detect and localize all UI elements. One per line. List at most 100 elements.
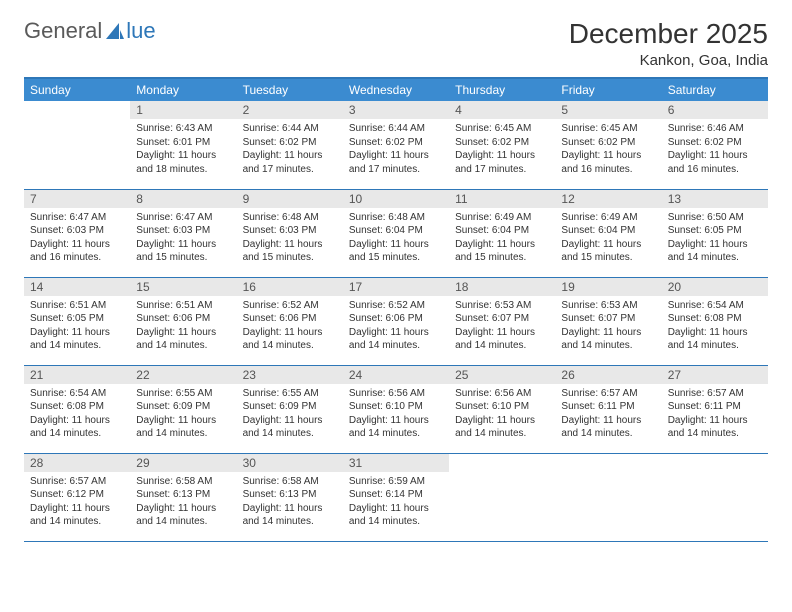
day-cell: 31Sunrise: 6:59 AMSunset: 6:14 PMDayligh… bbox=[343, 453, 449, 541]
day-details: Sunrise: 6:54 AMSunset: 6:08 PMDaylight:… bbox=[24, 384, 130, 445]
sunset-text: Sunset: 6:10 PM bbox=[455, 400, 549, 414]
sunset-text: Sunset: 6:02 PM bbox=[561, 136, 655, 150]
day-details: Sunrise: 6:52 AMSunset: 6:06 PMDaylight:… bbox=[237, 296, 343, 357]
header: Generallue December 2025 Kankon, Goa, In… bbox=[24, 18, 768, 69]
month-title: December 2025 bbox=[569, 18, 768, 50]
day-cell: 13Sunrise: 6:50 AMSunset: 6:05 PMDayligh… bbox=[662, 189, 768, 277]
sunrise-text: Sunrise: 6:57 AM bbox=[668, 387, 762, 401]
empty-cell bbox=[449, 453, 555, 541]
day-details: Sunrise: 6:48 AMSunset: 6:04 PMDaylight:… bbox=[343, 208, 449, 269]
sunrise-text: Sunrise: 6:47 AM bbox=[30, 211, 124, 225]
calendar-row: 21Sunrise: 6:54 AMSunset: 6:08 PMDayligh… bbox=[24, 365, 768, 453]
day-details: Sunrise: 6:59 AMSunset: 6:14 PMDaylight:… bbox=[343, 472, 449, 533]
day-cell: 27Sunrise: 6:57 AMSunset: 6:11 PMDayligh… bbox=[662, 365, 768, 453]
daylight-text: Daylight: 11 hours and 16 minutes. bbox=[30, 238, 124, 265]
day-cell: 26Sunrise: 6:57 AMSunset: 6:11 PMDayligh… bbox=[555, 365, 661, 453]
daylight-text: Daylight: 11 hours and 17 minutes. bbox=[455, 149, 549, 176]
empty-cell bbox=[24, 101, 130, 189]
day-details: Sunrise: 6:57 AMSunset: 6:11 PMDaylight:… bbox=[662, 384, 768, 445]
sunrise-text: Sunrise: 6:57 AM bbox=[30, 475, 124, 489]
sunset-text: Sunset: 6:08 PM bbox=[668, 312, 762, 326]
day-details: Sunrise: 6:44 AMSunset: 6:02 PMDaylight:… bbox=[237, 119, 343, 180]
day-details: Sunrise: 6:50 AMSunset: 6:05 PMDaylight:… bbox=[662, 208, 768, 269]
location: Kankon, Goa, India bbox=[569, 52, 768, 69]
day-details: Sunrise: 6:48 AMSunset: 6:03 PMDaylight:… bbox=[237, 208, 343, 269]
day-details: Sunrise: 6:53 AMSunset: 6:07 PMDaylight:… bbox=[555, 296, 661, 357]
calendar-row: 7Sunrise: 6:47 AMSunset: 6:03 PMDaylight… bbox=[24, 189, 768, 277]
logo-sail-icon bbox=[105, 22, 125, 40]
sunrise-text: Sunrise: 6:53 AM bbox=[561, 299, 655, 313]
daylight-text: Daylight: 11 hours and 14 minutes. bbox=[243, 502, 337, 529]
day-details: Sunrise: 6:52 AMSunset: 6:06 PMDaylight:… bbox=[343, 296, 449, 357]
day-details: Sunrise: 6:47 AMSunset: 6:03 PMDaylight:… bbox=[130, 208, 236, 269]
day-details: Sunrise: 6:58 AMSunset: 6:13 PMDaylight:… bbox=[237, 472, 343, 533]
day-number: 10 bbox=[343, 190, 449, 208]
day-cell: 10Sunrise: 6:48 AMSunset: 6:04 PMDayligh… bbox=[343, 189, 449, 277]
day-number: 17 bbox=[343, 278, 449, 296]
daylight-text: Daylight: 11 hours and 15 minutes. bbox=[243, 238, 337, 265]
sunrise-text: Sunrise: 6:51 AM bbox=[30, 299, 124, 313]
daylight-text: Daylight: 11 hours and 14 minutes. bbox=[668, 414, 762, 441]
day-cell: 3Sunrise: 6:44 AMSunset: 6:02 PMDaylight… bbox=[343, 101, 449, 189]
sunset-text: Sunset: 6:02 PM bbox=[455, 136, 549, 150]
sunset-text: Sunset: 6:13 PM bbox=[136, 488, 230, 502]
title-block: December 2025 Kankon, Goa, India bbox=[569, 18, 768, 69]
sunrise-text: Sunrise: 6:43 AM bbox=[136, 122, 230, 136]
day-cell: 6Sunrise: 6:46 AMSunset: 6:02 PMDaylight… bbox=[662, 101, 768, 189]
empty-cell bbox=[662, 453, 768, 541]
daylight-text: Daylight: 11 hours and 14 minutes. bbox=[668, 326, 762, 353]
day-number: 22 bbox=[130, 366, 236, 384]
weekday-header: Tuesday bbox=[237, 78, 343, 101]
weekday-header: Friday bbox=[555, 78, 661, 101]
day-number: 2 bbox=[237, 101, 343, 119]
day-cell: 28Sunrise: 6:57 AMSunset: 6:12 PMDayligh… bbox=[24, 453, 130, 541]
sunset-text: Sunset: 6:11 PM bbox=[668, 400, 762, 414]
daylight-text: Daylight: 11 hours and 15 minutes. bbox=[136, 238, 230, 265]
sunset-text: Sunset: 6:01 PM bbox=[136, 136, 230, 150]
day-number: 16 bbox=[237, 278, 343, 296]
sunset-text: Sunset: 6:03 PM bbox=[136, 224, 230, 238]
sunrise-text: Sunrise: 6:46 AM bbox=[668, 122, 762, 136]
day-number: 5 bbox=[555, 101, 661, 119]
day-details: Sunrise: 6:55 AMSunset: 6:09 PMDaylight:… bbox=[130, 384, 236, 445]
day-details: Sunrise: 6:54 AMSunset: 6:08 PMDaylight:… bbox=[662, 296, 768, 357]
day-details: Sunrise: 6:55 AMSunset: 6:09 PMDaylight:… bbox=[237, 384, 343, 445]
day-cell: 18Sunrise: 6:53 AMSunset: 6:07 PMDayligh… bbox=[449, 277, 555, 365]
day-number: 14 bbox=[24, 278, 130, 296]
daylight-text: Daylight: 11 hours and 14 minutes. bbox=[349, 326, 443, 353]
sunset-text: Sunset: 6:05 PM bbox=[668, 224, 762, 238]
daylight-text: Daylight: 11 hours and 14 minutes. bbox=[243, 326, 337, 353]
day-number: 9 bbox=[237, 190, 343, 208]
daylight-text: Daylight: 11 hours and 17 minutes. bbox=[243, 149, 337, 176]
day-details: Sunrise: 6:45 AMSunset: 6:02 PMDaylight:… bbox=[449, 119, 555, 180]
calendar-row: 14Sunrise: 6:51 AMSunset: 6:05 PMDayligh… bbox=[24, 277, 768, 365]
day-cell: 8Sunrise: 6:47 AMSunset: 6:03 PMDaylight… bbox=[130, 189, 236, 277]
day-details: Sunrise: 6:47 AMSunset: 6:03 PMDaylight:… bbox=[24, 208, 130, 269]
sunrise-text: Sunrise: 6:53 AM bbox=[455, 299, 549, 313]
day-details: Sunrise: 6:57 AMSunset: 6:11 PMDaylight:… bbox=[555, 384, 661, 445]
sunset-text: Sunset: 6:14 PM bbox=[349, 488, 443, 502]
sunset-text: Sunset: 6:06 PM bbox=[136, 312, 230, 326]
empty-cell bbox=[555, 453, 661, 541]
weekday-header: Monday bbox=[130, 78, 236, 101]
daylight-text: Daylight: 11 hours and 14 minutes. bbox=[30, 414, 124, 441]
daylight-text: Daylight: 11 hours and 14 minutes. bbox=[561, 414, 655, 441]
day-number: 8 bbox=[130, 190, 236, 208]
sunrise-text: Sunrise: 6:51 AM bbox=[136, 299, 230, 313]
sunrise-text: Sunrise: 6:48 AM bbox=[349, 211, 443, 225]
sunrise-text: Sunrise: 6:52 AM bbox=[349, 299, 443, 313]
sunrise-text: Sunrise: 6:44 AM bbox=[243, 122, 337, 136]
sunrise-text: Sunrise: 6:49 AM bbox=[561, 211, 655, 225]
sunrise-text: Sunrise: 6:49 AM bbox=[455, 211, 549, 225]
day-cell: 15Sunrise: 6:51 AMSunset: 6:06 PMDayligh… bbox=[130, 277, 236, 365]
daylight-text: Daylight: 11 hours and 14 minutes. bbox=[136, 326, 230, 353]
day-cell: 23Sunrise: 6:55 AMSunset: 6:09 PMDayligh… bbox=[237, 365, 343, 453]
sunset-text: Sunset: 6:05 PM bbox=[30, 312, 124, 326]
sunset-text: Sunset: 6:06 PM bbox=[349, 312, 443, 326]
sunset-text: Sunset: 6:04 PM bbox=[455, 224, 549, 238]
day-cell: 11Sunrise: 6:49 AMSunset: 6:04 PMDayligh… bbox=[449, 189, 555, 277]
sunset-text: Sunset: 6:11 PM bbox=[561, 400, 655, 414]
sunset-text: Sunset: 6:08 PM bbox=[30, 400, 124, 414]
sunset-text: Sunset: 6:02 PM bbox=[349, 136, 443, 150]
daylight-text: Daylight: 11 hours and 14 minutes. bbox=[30, 326, 124, 353]
